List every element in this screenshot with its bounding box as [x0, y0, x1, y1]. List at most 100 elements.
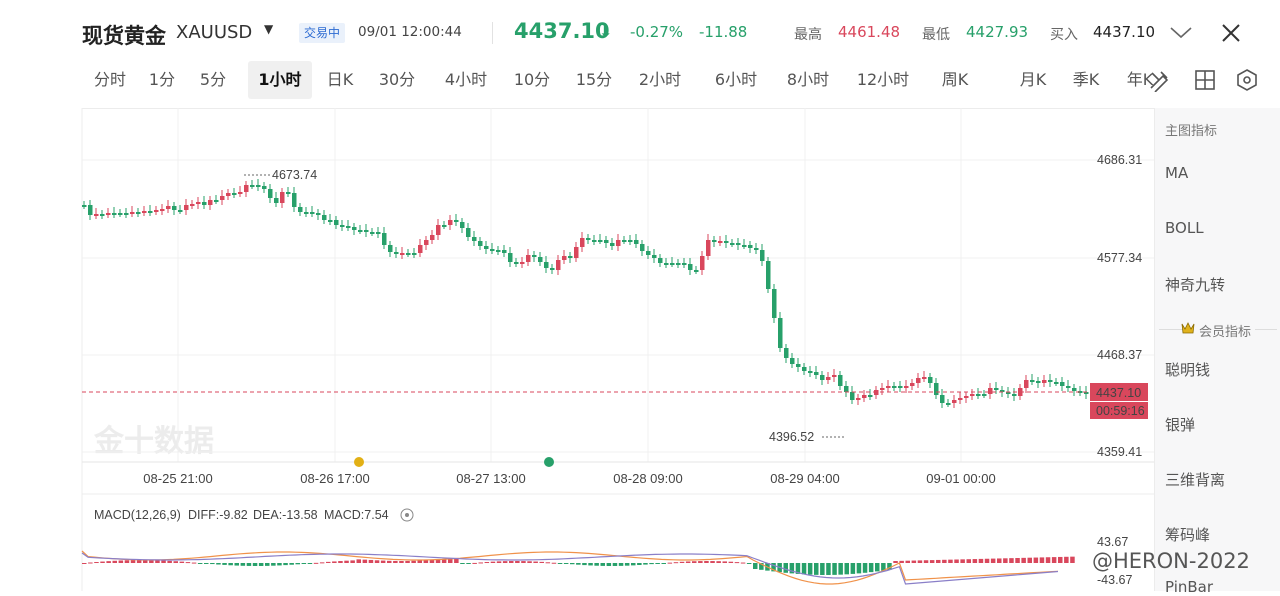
tab-timeframe[interactable]: 年K [1126, 70, 1154, 89]
tab-timeframe[interactable]: 季K [1072, 70, 1100, 89]
chevron-down-icon[interactable] [1168, 20, 1194, 46]
macd-histogram-bar [100, 561, 105, 563]
macd-histogram-bar [673, 562, 679, 564]
sidebar-item-vip-indicator[interactable]: 银弹 [1165, 416, 1196, 434]
tab-timeframe[interactable]: 1小时 [248, 61, 312, 99]
tab-timeframe[interactable]: 1分 [148, 70, 176, 89]
candle-body [490, 249, 495, 251]
high-annotation: 4673.74 [272, 168, 317, 182]
caret-down-icon[interactable]: ▼ [264, 22, 274, 36]
candle-body [892, 386, 897, 388]
low-label: 最低 [922, 27, 950, 43]
sidebar-item-vip-indicator[interactable]: 筹码峰 [1165, 526, 1211, 544]
macd-histogram-bar [1064, 556, 1069, 563]
macd-histogram-bar [1015, 558, 1020, 563]
candle-body [952, 400, 957, 403]
macd-histogram-bar [307, 563, 313, 564]
macd-histogram-bar [161, 560, 166, 563]
sidebar-item-indicator[interactable]: MA [1165, 164, 1189, 182]
candle-body [400, 253, 405, 255]
macd-histogram-bar [362, 559, 368, 563]
tab-timeframe[interactable]: 15分 [575, 70, 613, 89]
candle-body [286, 192, 291, 194]
tab-timeframe[interactable]: 2小时 [638, 70, 682, 89]
layout-grid-icon[interactable] [1193, 68, 1217, 92]
sidebar-item-vip-indicator[interactable]: PinBar [1165, 578, 1214, 596]
macd-histogram-bar [210, 563, 215, 565]
macd-histogram-bar [868, 563, 874, 573]
candle-body [652, 255, 657, 258]
macd-histogram-bar [936, 559, 941, 563]
sidebar-item-indicator[interactable]: BOLL [1165, 219, 1204, 237]
macd-histogram-bar [277, 563, 282, 566]
y-axis-tick: 4577.34 [1097, 251, 1142, 265]
candle-body [184, 205, 189, 210]
candle-body [376, 232, 381, 234]
sidebar-item-vip-indicator[interactable]: 三维背离 [1165, 471, 1226, 489]
macd-settings-icon [400, 508, 414, 522]
candle-body [424, 240, 429, 245]
candle-body [484, 246, 489, 249]
macd-histogram-bar [1003, 558, 1008, 563]
candle-body [694, 270, 699, 272]
candle-body [256, 185, 261, 187]
macd-histogram-bar [753, 563, 758, 569]
tab-timeframe[interactable]: 日K [326, 70, 354, 89]
candle-body [586, 238, 591, 240]
tab-timeframe[interactable]: 5分 [199, 70, 227, 89]
candle-body [280, 192, 285, 203]
macd-histogram-bar [106, 561, 111, 563]
candle-body [526, 255, 531, 262]
candle-body [190, 204, 195, 206]
close-icon[interactable] [1218, 20, 1244, 46]
candle-body [748, 245, 753, 248]
candle-body [1060, 382, 1065, 386]
macd-histogram-bar [478, 562, 483, 564]
candle-body [346, 226, 351, 228]
tab-timeframe[interactable]: 12小时 [856, 70, 910, 89]
candle-body [322, 215, 327, 220]
crown-icon [1181, 322, 1195, 334]
symbol-selector[interactable]: XAUUSD [176, 22, 253, 43]
tab-timeframe[interactable]: 4小时 [444, 70, 488, 89]
candle-body [592, 240, 597, 242]
candle-body [928, 377, 933, 383]
macd-histogram-bar [917, 560, 923, 563]
macd-histogram-bar [533, 561, 538, 563]
candle-body [544, 262, 549, 268]
candle-body [778, 318, 783, 348]
candle-body [124, 213, 129, 215]
tab-timeframe[interactable]: 8小时 [786, 70, 830, 89]
tab-timeframe[interactable]: 月K [1019, 70, 1047, 89]
sidebar-item-vip-indicator[interactable]: 聪明钱 [1165, 361, 1211, 379]
macd-histogram-bar [502, 561, 508, 563]
macd-histogram-bar [954, 559, 959, 563]
watermark-logo: 金十数据 [94, 424, 214, 459]
candle-body [1012, 394, 1017, 396]
macd-histogram-bar [557, 563, 563, 564]
candle-body [898, 386, 903, 388]
x-axis-tick: 08-28 09:00 [613, 471, 682, 486]
candle-body [274, 198, 279, 203]
settings-hexagon-icon[interactable] [1235, 68, 1259, 92]
tab-timeframe[interactable]: 分时 [93, 70, 126, 89]
candle-body [1054, 382, 1059, 384]
candle-body [1030, 380, 1035, 382]
candle-body [532, 255, 537, 257]
candle-body [112, 213, 117, 215]
macd-histogram-bar [978, 558, 984, 563]
sidebar-item-indicator[interactable]: 神奇九转 [1165, 276, 1226, 294]
draw-tool-icon[interactable] [1147, 68, 1171, 92]
event-marker-green [544, 457, 554, 467]
macd-histogram-bar [167, 560, 172, 563]
tab-timeframe[interactable]: 30分 [378, 70, 416, 89]
macd-histogram-bar [960, 559, 965, 563]
tab-timeframe[interactable]: 周K [941, 70, 969, 89]
macd-histogram-bar [966, 559, 971, 563]
macd-histogram-bar [570, 563, 575, 565]
tab-timeframe[interactable]: 10分 [513, 70, 551, 89]
tab-timeframe[interactable]: 6小时 [714, 70, 758, 89]
macd-histogram-bar [88, 562, 93, 564]
macd-histogram-bar [704, 561, 709, 563]
